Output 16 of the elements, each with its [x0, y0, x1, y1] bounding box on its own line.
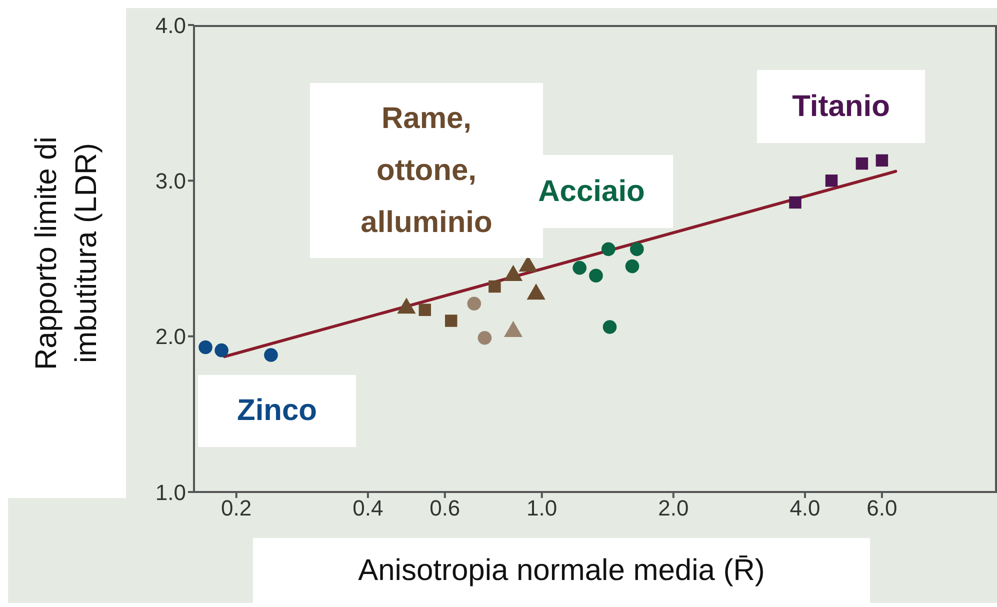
x-tick-label: 6.0	[866, 496, 898, 521]
series-label: Zinco	[237, 393, 317, 429]
x-tick-label: 0.4	[352, 496, 384, 521]
y-tick-label: 2.0	[155, 324, 186, 350]
x-tick-label: 4.0	[790, 496, 820, 521]
x-tick-label: 1.0	[526, 496, 558, 521]
x-tick-label: 0.2	[221, 496, 252, 521]
series-label: Acciaio	[538, 174, 645, 210]
series-label: Rame, ottone, alluminio	[360, 100, 494, 240]
y-axis-title: Rapporto limite di imbutitura (LDR)	[29, 135, 104, 372]
y-tick-label: 4.0	[155, 12, 186, 38]
x-tick-label: 0.6	[430, 496, 460, 521]
x-tick-label: 2.0	[658, 496, 689, 521]
series-label: Titanio	[792, 88, 890, 124]
y-tick-label: 1.0	[155, 480, 186, 505]
y-tick-label: 3.0	[155, 168, 186, 194]
